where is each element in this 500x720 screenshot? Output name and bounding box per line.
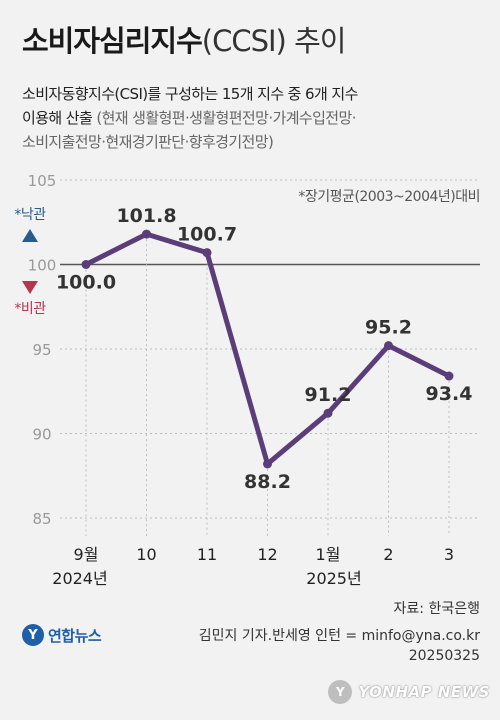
year-label: 2024년 xyxy=(52,569,107,588)
logo-text: 연합뉴스 xyxy=(48,626,102,645)
y-tick-label: 85 xyxy=(32,510,51,528)
data-point xyxy=(384,341,393,351)
x-tick-label: 11 xyxy=(197,545,217,564)
data-label: 93.4 xyxy=(426,383,473,405)
x-tick-label: 1월 xyxy=(316,545,341,564)
x-tick-label: 9월 xyxy=(74,545,99,564)
legend-optimism: *낙관 xyxy=(8,204,52,242)
data-label: 88.2 xyxy=(244,471,291,493)
data-label: 101.8 xyxy=(116,205,176,227)
triangle-down-icon xyxy=(22,281,38,294)
data-point xyxy=(323,408,333,418)
credit: 김민지 기자.반세영 인턴 = minfo@yna.co.kr 20250325 xyxy=(199,626,480,666)
page-title: 소비자심리지수(CCSI) 추이 xyxy=(22,18,347,60)
desc-line-3: 소비지출전망·현재경기판단·향후경기전망) xyxy=(22,133,274,151)
credit-line-2: 20250325 xyxy=(408,648,480,664)
legend-pessimism: *비관 xyxy=(8,281,52,318)
data-point xyxy=(202,248,212,258)
x-tick-label: 10 xyxy=(136,545,156,564)
data-label: 100.0 xyxy=(56,272,116,294)
watermark: Y YONHAP NEWS xyxy=(328,680,490,704)
legend-optimism-label: *낙관 xyxy=(14,207,46,223)
y-tick-label: 105 xyxy=(28,172,57,190)
desc-line-2-gray: (현재 생활형편·생활형편전망·가계수입전망· xyxy=(96,109,356,127)
watermark-text: YONHAP NEWS xyxy=(358,683,490,701)
x-tick-label: 2 xyxy=(383,545,393,564)
data-label: 100.7 xyxy=(177,224,237,246)
chart-description: 소비자동향지수(CSI)를 구성하는 15개 지수 중 6개 지수 이용해 산출… xyxy=(22,82,492,154)
desc-line-2-dark: 이용해 산출 xyxy=(22,109,93,127)
baseline-note: *장기평균(2003~2004년)대비 xyxy=(298,189,480,205)
y-tick-label: 95 xyxy=(32,341,51,359)
year-label: 2025년 xyxy=(306,569,361,588)
data-point xyxy=(263,459,272,469)
legend-pessimism-label: *비관 xyxy=(14,301,46,317)
title-main: 소비자심리지수 xyxy=(22,24,203,58)
data-point xyxy=(81,260,91,269)
desc-line-1: 소비자동향지수(CSI)를 구성하는 15개 지수 중 6개 지수 xyxy=(22,85,358,103)
title-sub: (CCSI) 추이 xyxy=(201,24,347,58)
data-point xyxy=(444,371,454,381)
x-tick-label: 3 xyxy=(444,545,454,564)
watermark-logo-icon: Y xyxy=(328,680,353,704)
credit-line-1: 김민지 기자.반세영 인턴 = minfo@yna.co.kr xyxy=(198,628,480,644)
desc-line-2: 이용해 산출 (현재 생활형편·생활형편전망·가계수입전망· xyxy=(22,106,492,130)
x-tick-label: 12 xyxy=(257,545,277,564)
yonhap-logo-icon: Y xyxy=(22,624,44,646)
y-tick-label: 100 xyxy=(28,257,57,275)
data-label: 91.2 xyxy=(305,384,352,406)
yonhap-logo: Y 연합뉴스 xyxy=(22,624,102,646)
data-source: 자료: 한국은행 xyxy=(393,601,480,617)
data-label: 95.2 xyxy=(365,317,412,339)
triangle-up-icon xyxy=(22,229,38,242)
data-point xyxy=(142,229,151,239)
y-tick-label: 90 xyxy=(32,426,51,444)
